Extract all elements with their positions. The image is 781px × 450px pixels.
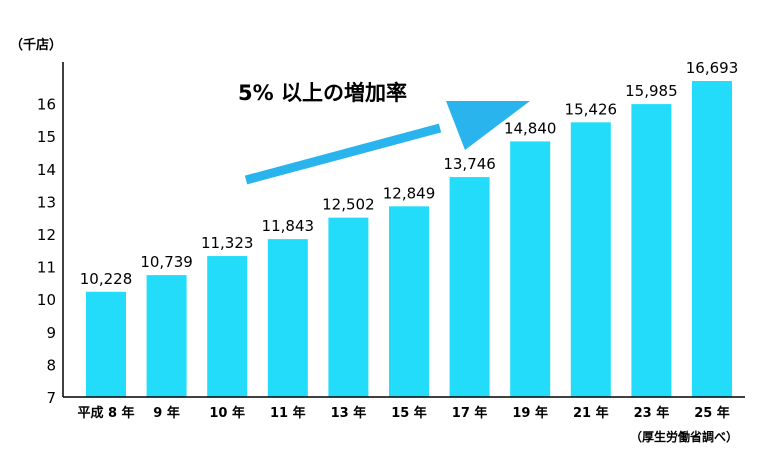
bar xyxy=(146,275,187,397)
bar xyxy=(631,104,672,398)
y-tick-label: 13 xyxy=(37,193,56,211)
bar xyxy=(510,141,551,397)
bar xyxy=(207,256,248,397)
x-tick-label: 17 年 xyxy=(452,405,488,421)
y-axis-ticks: 7 8 9 10 11 12 13 14 15 16 xyxy=(37,96,56,407)
data-label: 10,228 xyxy=(80,270,133,288)
data-label: 12,502 xyxy=(322,196,375,214)
y-tick-label: 12 xyxy=(37,226,56,244)
y-tick-label: 10 xyxy=(37,291,56,309)
x-tick-label: 19 年 xyxy=(512,405,548,421)
x-tick-label: 23 年 xyxy=(634,405,670,421)
y-tick-label: 15 xyxy=(37,128,56,146)
data-label: 11,843 xyxy=(262,217,315,235)
y-tick-label: 11 xyxy=(37,259,56,277)
y-tick-label: 9 xyxy=(46,324,56,342)
bar xyxy=(86,291,126,397)
data-label: 14,840 xyxy=(504,119,557,137)
x-tick-label: 11 年 xyxy=(270,405,306,421)
data-label: 16,693 xyxy=(686,59,739,77)
x-tick-label: 10 年 xyxy=(209,405,245,421)
growth-annotation: 5% 以上の増加率 xyxy=(238,81,407,105)
x-tick-label: 15 年 xyxy=(391,405,427,421)
data-labels: 10,228 10,739 11,323 11,843 12,502 12,849 13,7… xyxy=(80,59,739,288)
bar xyxy=(328,217,369,397)
x-tick-label: 13 年 xyxy=(331,405,367,421)
bar xyxy=(570,122,611,397)
bar xyxy=(692,81,732,397)
data-label: 15,426 xyxy=(565,100,618,118)
bar xyxy=(449,177,490,397)
bar xyxy=(267,239,308,397)
data-label: 10,739 xyxy=(140,253,193,271)
y-tick-label: 14 xyxy=(37,161,56,179)
bar xyxy=(389,206,429,397)
data-label: 12,849 xyxy=(383,184,436,202)
data-label: 11,323 xyxy=(201,234,254,252)
trend-arrow xyxy=(244,101,530,185)
x-tick-label: 9 年 xyxy=(153,405,180,421)
trend-arrow-shaft xyxy=(244,123,442,185)
y-tick-label: 8 xyxy=(46,356,56,374)
data-label: 15,985 xyxy=(625,82,678,100)
y-unit-label: （千店） xyxy=(10,38,63,53)
source-note: （厚生労働省調べ） xyxy=(630,430,739,444)
x-tick-label: 25 年 xyxy=(694,405,730,421)
y-tick-label: 16 xyxy=(37,96,56,114)
y-tick-label: 7 xyxy=(46,389,56,407)
x-axis-ticks: 平成 8 年 9 年 10 年 11 年 13 年 15 年 17 年 19 年 21 年 23 … xyxy=(77,405,729,421)
x-tick-label: 平成 8 年 xyxy=(77,405,134,421)
x-tick-label: 21 年 xyxy=(573,405,609,421)
data-label: 13,746 xyxy=(443,155,496,173)
trend-arrow-head xyxy=(446,101,530,150)
bars xyxy=(86,81,732,398)
